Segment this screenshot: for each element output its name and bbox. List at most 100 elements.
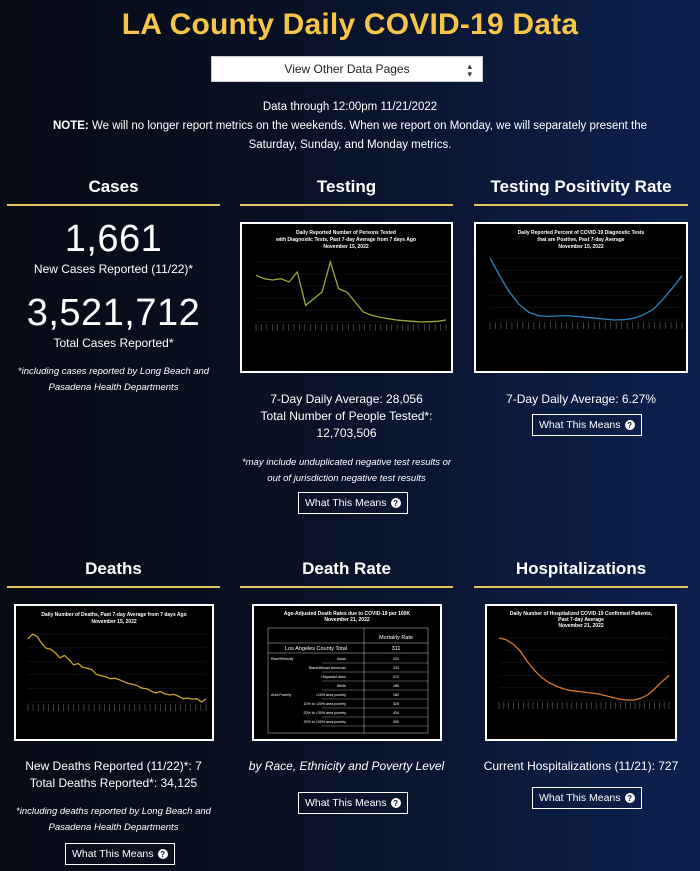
select-label: View Other Data Pages: [284, 62, 410, 76]
testing-chart[interactable]: Daily Reported Number of Persons Tested …: [240, 222, 453, 373]
death-rate-caption: by Race, Ethnicity and Poverty Level: [248, 759, 445, 773]
death-rate-what-this-means-button[interactable]: What This Means ?: [298, 792, 408, 814]
death-rate-group-race: Race/Ethnicity: [271, 657, 294, 661]
death-rate-table-image[interactable]: Age-Adjusted Death Rates due to COVID-19…: [252, 604, 442, 741]
hospitalizations-button-label: What This Means: [539, 792, 621, 804]
positivity-plot: [489, 257, 683, 329]
death-rate-total-value: 311: [392, 646, 401, 652]
death-rate-row-value: 185: [393, 684, 399, 688]
new-deaths-label: New Deaths Reported (11/22)*: 7: [25, 759, 202, 773]
death-rate-table-svg: Age-Adjusted Death Rates due to COVID-19…: [267, 611, 429, 734]
positivity-chart-title-2: that are Positive, Past 7-day Average: [537, 237, 624, 243]
total-deaths-label: Total Deaths Reported*: 34,125: [29, 776, 198, 790]
death-rate-row-label: 30% to 100% area poverty: [304, 720, 347, 724]
death-rate-row-value: 328: [393, 702, 399, 706]
positivity-button-label: What This Means: [539, 419, 621, 431]
testing-chart-title-2: with Diagnostic Tests, Past 7-day Averag…: [275, 237, 416, 243]
current-hospitalizations: Current Hospitalizations (11/21): 727: [483, 759, 679, 773]
death-rate-grid: [267, 627, 429, 734]
death-rate-title: Death Rate: [302, 559, 391, 578]
death-rate-button-label: What This Means: [305, 797, 387, 809]
hospitalizations-chart-svg: Daily Number of Hospitalized COVID-19 Co…: [498, 611, 670, 709]
help-icon: ?: [390, 798, 401, 808]
help-icon: ?: [624, 420, 635, 430]
testing-footnote: *may include unduplicated negative test …: [241, 457, 452, 484]
testing-avg: 7-Day Daily Average: 28,056: [270, 392, 423, 406]
note-block: Data through 12:00pm 11/21/2022 NOTE: We…: [0, 98, 700, 155]
deaths-chart-title-1: Daily Number of Deaths, Past 7-day Avera…: [41, 612, 186, 618]
death-rate-row-value: 434: [393, 711, 399, 715]
death-rate-row-value: 530: [393, 720, 399, 724]
positivity-section: Testing Positivity Rate: [474, 174, 688, 206]
cases-footnote: *including cases reported by Long Beach …: [17, 366, 210, 393]
positivity-what-this-means-button[interactable]: What This Means ?: [532, 414, 642, 436]
testing-what-this-means-button[interactable]: What This Means ?: [298, 492, 408, 514]
note-text: We will no longer report metrics on the …: [88, 120, 647, 151]
positivity-chart[interactable]: Daily Reported Percent of COVID-19 Diagn…: [474, 222, 688, 373]
deaths-plot: [27, 633, 207, 711]
note-text-block: NOTE: We will no longer report metrics o…: [0, 117, 700, 155]
help-icon: ?: [157, 849, 168, 859]
positivity-chart-svg: Daily Reported Percent of COVID-19 Diagn…: [489, 230, 683, 329]
death-rate-row-value: 180: [393, 693, 399, 697]
death-rate-title-1: Age-Adjusted Death Rates due to COVID-19…: [284, 611, 411, 617]
new-cases-label: New Cases Reported (11/22)*: [33, 262, 194, 276]
new-cases-number: 1,661: [64, 218, 163, 260]
testing-button-label: What This Means: [305, 497, 387, 509]
death-rate-row-value: 333: [393, 666, 399, 670]
testing-rule: [240, 204, 453, 206]
hosp-series-line: [498, 637, 670, 701]
death-rate-row-value: 231: [393, 657, 399, 661]
hospitalizations-plot: [498, 637, 670, 709]
hospitalizations-rule: [474, 586, 688, 588]
hospitalizations-title: Hospitalizations: [515, 559, 647, 578]
testing-plot: [255, 259, 447, 331]
hospitalizations-chart[interactable]: Daily Number of Hospitalized COVID-19 Co…: [485, 604, 677, 741]
positivity-title: Testing Positivity Rate: [490, 177, 672, 196]
data-through-text: Data through 12:00pm 11/21/2022: [262, 101, 438, 113]
death-rate-row-label: 20% to <30% area poverty: [304, 711, 347, 715]
deaths-chart-svg: Daily Number of Deaths, Past 7-day Avera…: [27, 612, 207, 711]
hosp-chart-title-3: November 21, 2022: [558, 623, 604, 629]
other-data-pages-select[interactable]: View Other Data Pages ▴ ▾: [211, 56, 483, 82]
deaths-title: Deaths: [85, 559, 142, 578]
positivity-rule: [474, 204, 688, 206]
cases-title: Cases: [88, 177, 139, 196]
cases-section: Cases: [7, 174, 220, 206]
death-rate-row-label: White: [337, 684, 346, 688]
select-arrows-icon: ▴ ▾: [467, 61, 472, 79]
deaths-what-this-means-button[interactable]: What This Means ?: [65, 843, 175, 865]
deaths-series-line: [27, 633, 207, 703]
death-rate-section: Death Rate: [240, 556, 453, 588]
help-icon: ?: [624, 793, 635, 803]
death-rate-row-label: <10% area poverty: [316, 693, 346, 697]
deaths-rule: [7, 586, 220, 588]
hosp-chart-title-2: Past 7-day Average: [558, 617, 604, 623]
positivity-chart-title-3: November 15, 2022: [558, 244, 604, 250]
deaths-section: Deaths: [7, 556, 220, 588]
deaths-button-label: What This Means: [72, 848, 154, 860]
testing-section: Testing: [240, 174, 453, 206]
death-rate-title-2: November 21, 2022: [324, 617, 370, 623]
death-rate-row-label: Asian: [337, 657, 346, 661]
total-cases-number: 3,521,712: [26, 292, 201, 334]
hospitalizations-what-this-means-button[interactable]: What This Means ?: [532, 787, 642, 809]
testing-chart-svg: Daily Reported Number of Persons Tested …: [255, 230, 447, 331]
death-rate-row-value: 472: [393, 675, 399, 679]
testing-title: Testing: [316, 177, 377, 196]
positivity-avg: 7-Day Daily Average: 6.27%: [506, 392, 656, 406]
testing-chart-title-3: November 15, 2022: [323, 244, 369, 250]
note-label: NOTE:: [52, 120, 89, 132]
death-rate-row-label: Hispanic/Latino: [321, 675, 346, 679]
deaths-chart[interactable]: Daily Number of Deaths, Past 7-day Avera…: [14, 604, 214, 741]
cases-rule: [7, 204, 220, 206]
help-icon: ?: [390, 498, 401, 508]
positivity-series-line: [489, 257, 683, 321]
death-rate-row-label: Black/African American: [309, 666, 346, 670]
death-rate-rule: [240, 586, 453, 588]
death-rate-total-label: Los Angeles County Total: [285, 646, 347, 652]
hosp-chart-title-1: Daily Number of Hospitalized COVID-19 Co…: [510, 611, 653, 617]
death-rate-group-poverty: Area Poverty: [271, 693, 291, 697]
testing-series-line: [255, 259, 447, 323]
testing-total-label: Total Number of People Tested*:: [260, 409, 433, 423]
